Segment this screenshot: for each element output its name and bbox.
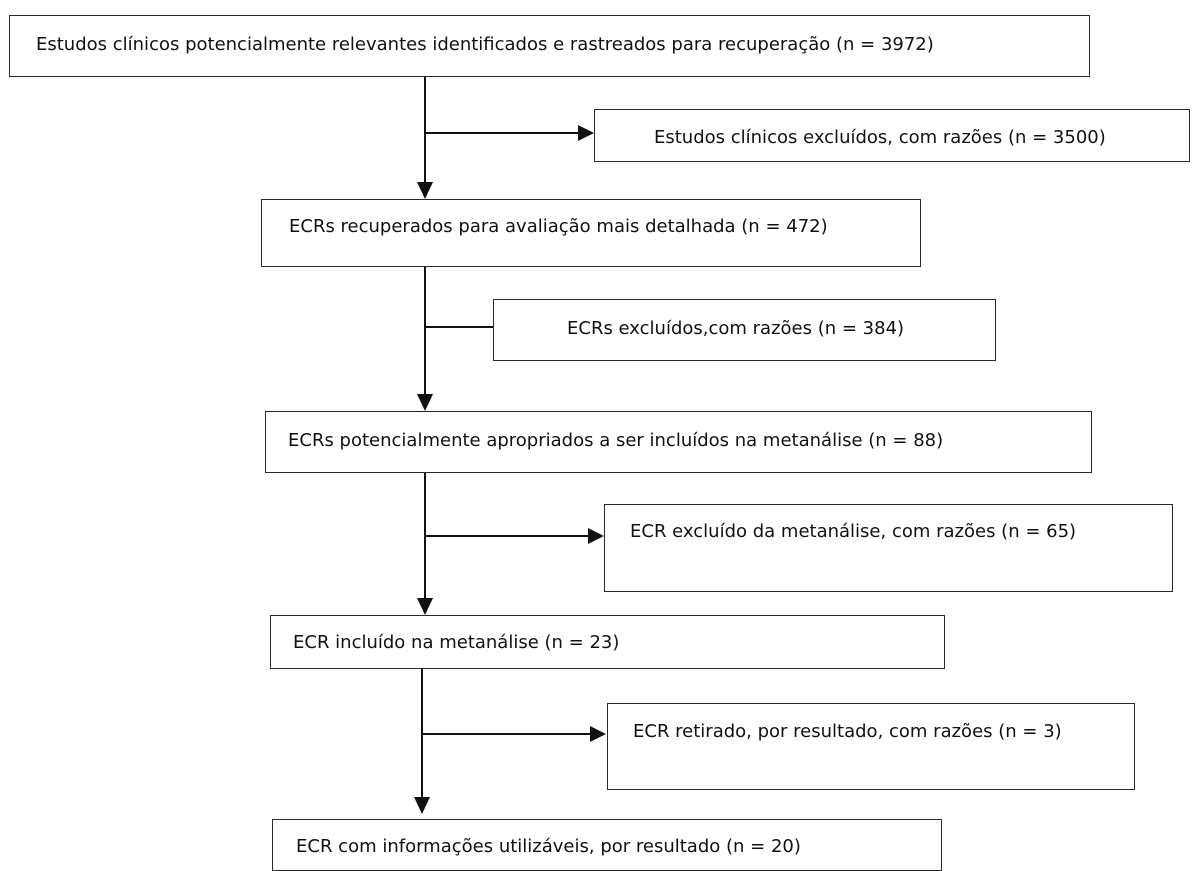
box-identified-studies [9, 15, 1090, 77]
box-excluded-rcts [493, 299, 996, 361]
box-withdrawn [607, 703, 1135, 790]
arrow-down-3 [417, 598, 433, 615]
arrow-right-4 [590, 726, 606, 742]
box-potentially-appropriate [265, 411, 1092, 473]
arrow-down-1 [417, 182, 433, 199]
label-excluded-rcts: ECRs excluídos,com razões (n = 384) [567, 318, 905, 339]
label-potentially-appropriate: ECRs potencialmente apropriados a ser in… [288, 430, 944, 451]
arrow-right-1 [578, 125, 594, 141]
box-included-meta [270, 615, 945, 669]
arrow-right-3 [588, 528, 604, 544]
label-usable-info: ECR com informações utilizáveis, por res… [296, 836, 801, 857]
label-identified-studies: Estudos clínicos potencialmente relevant… [36, 34, 934, 55]
label-excluded-meta: ECR excluído da metanálise, com razões (… [630, 521, 1077, 542]
label-included-meta: ECR incluído na metanálise (n = 23) [293, 632, 620, 653]
label-withdrawn: ECR retirado, por resultado, com razões … [633, 721, 1062, 742]
arrow-down-2 [417, 394, 433, 411]
label-retrieved-rcts: ECRs recuperados para avaliação mais det… [289, 216, 828, 237]
arrow-down-4 [414, 797, 430, 814]
box-excluded-studies [594, 109, 1190, 162]
box-excluded-meta [604, 504, 1173, 592]
label-excluded-studies: Estudos clínicos excluídos, com razões (… [654, 127, 1106, 148]
box-retrieved-rcts [261, 199, 921, 267]
